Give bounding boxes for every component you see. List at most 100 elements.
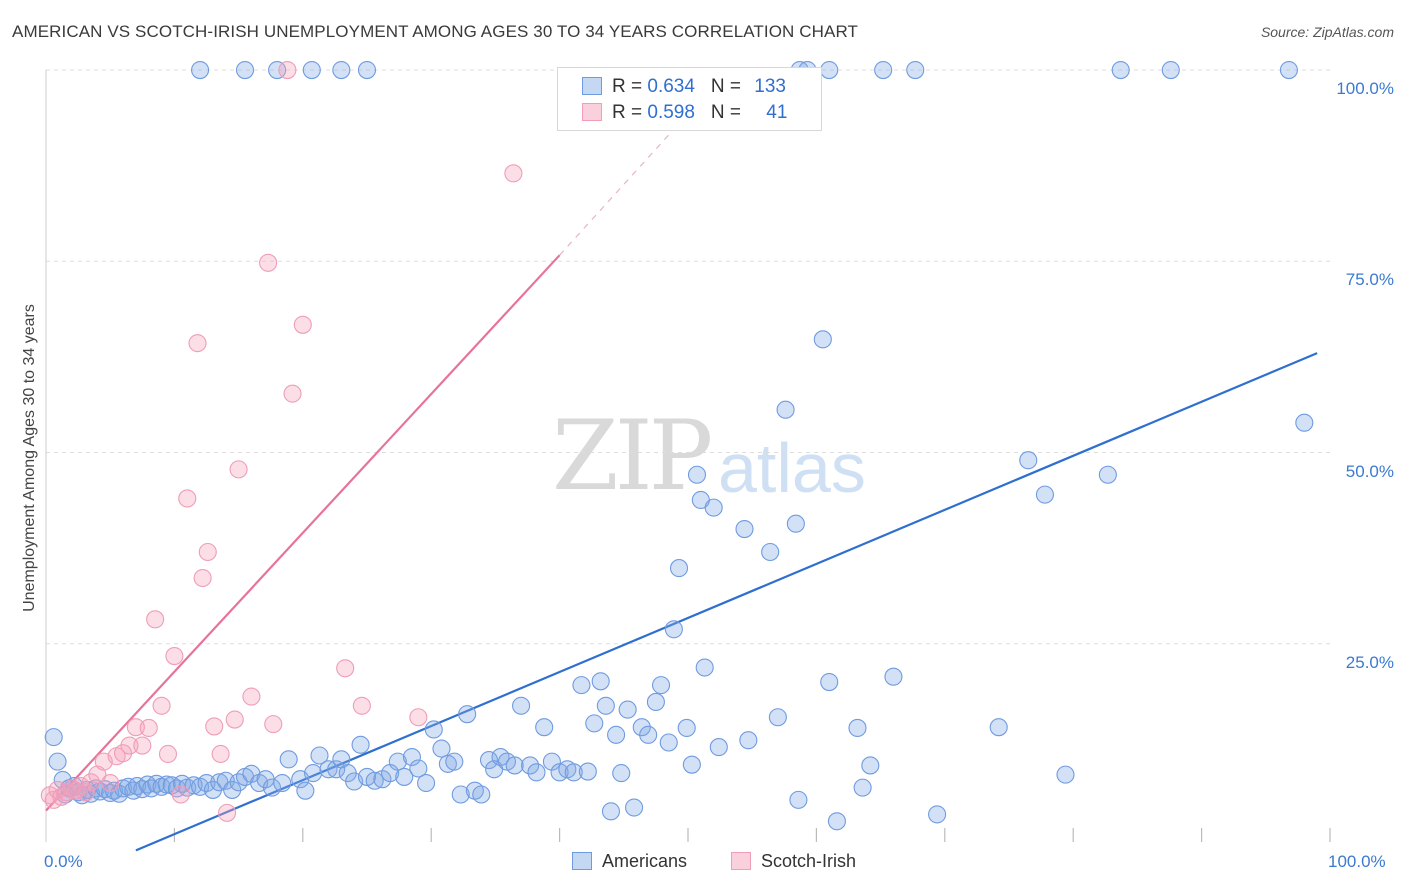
americans-point	[310, 746, 329, 765]
americans-point	[409, 759, 428, 778]
legend-item-scotch[interactable]: Scotch-Irish	[731, 851, 856, 872]
scotch-point	[225, 710, 244, 729]
americans-point	[296, 781, 315, 800]
watermark-zip: ZIP	[552, 400, 713, 512]
scotch-point	[146, 610, 165, 629]
americans-point	[304, 764, 323, 783]
americans-point	[639, 725, 658, 744]
scotch-point	[278, 61, 297, 80]
americans-point	[585, 714, 604, 733]
americans-point	[527, 763, 546, 782]
americans-point	[625, 798, 644, 817]
americans-point	[572, 676, 591, 695]
legend-item-americans[interactable]: Americans	[572, 851, 687, 872]
trendline-layer	[45, 84, 1318, 852]
americans-point	[273, 773, 292, 793]
americans-legend-swatch	[572, 852, 592, 870]
americans-point	[695, 658, 714, 677]
y-tick-label: 75.0%	[1345, 270, 1394, 290]
scotch-point	[158, 744, 178, 764]
americans-trendline	[135, 352, 1318, 852]
americans-point	[607, 725, 626, 744]
americans-n-value: 133	[754, 76, 786, 97]
scotch-point	[205, 717, 224, 736]
scotch-point	[133, 736, 152, 755]
americans-point	[279, 750, 298, 769]
americans-point	[612, 764, 631, 783]
americans-point	[235, 61, 255, 80]
americans-point	[928, 805, 947, 824]
scotch-point	[171, 785, 190, 804]
scotch-point	[126, 718, 145, 737]
americans-point	[445, 752, 464, 771]
y-tick-label: 100.0%	[1336, 79, 1394, 99]
scotch-point	[242, 687, 261, 706]
americans-point	[432, 739, 451, 758]
americans-legend-label: Americans	[602, 851, 688, 871]
americans-point	[157, 775, 176, 794]
americans-point	[1161, 61, 1180, 80]
scotch-trendline	[45, 254, 561, 812]
americans-point	[512, 696, 531, 715]
points-layer	[40, 61, 1314, 831]
scotch-r-value: 0.598	[647, 102, 695, 123]
americans-point	[1111, 61, 1130, 80]
americans-point	[651, 676, 671, 695]
scotch-legend-label: Scotch-Irish	[761, 851, 857, 871]
americans-point	[989, 718, 1008, 737]
legend-row-scotch: R = 0.598 N = 41	[582, 102, 787, 126]
y-tick-label: 50.0%	[1345, 461, 1394, 481]
scotch-point	[352, 696, 371, 715]
americans-point	[1098, 465, 1117, 484]
y-tick-label: 25.0%	[1345, 652, 1394, 672]
scotch-point	[293, 315, 312, 334]
americans-point	[659, 733, 678, 752]
scotch-r-label: R =	[612, 102, 648, 123]
americans-point	[351, 735, 370, 754]
scotch-point	[217, 803, 237, 822]
americans-point	[332, 61, 351, 80]
americans-point	[618, 700, 637, 719]
americans-point	[853, 778, 872, 797]
scotch-point	[81, 773, 100, 792]
americans-point	[223, 780, 242, 799]
americans-point	[827, 812, 846, 831]
americans-point	[521, 756, 540, 775]
americans-point	[327, 760, 346, 779]
americans-point	[491, 747, 510, 767]
americans-point	[479, 751, 499, 770]
americans-point	[735, 520, 754, 539]
scotch-swatch	[582, 103, 602, 121]
scotch-point	[139, 718, 158, 738]
chart-title: AMERICAN VS SCOTCH-IRISH UNEMPLOYMENT AM…	[12, 22, 859, 41]
americans-point	[357, 61, 377, 80]
americans-r-value: 0.634	[647, 76, 695, 97]
americans-point	[1056, 765, 1075, 784]
americans-point	[578, 762, 597, 781]
americans-point	[564, 763, 583, 782]
scotch-point	[264, 715, 283, 734]
scotch-point	[101, 773, 120, 793]
americans-point	[395, 767, 414, 786]
americans-swatch	[582, 77, 602, 95]
americans-point	[1019, 451, 1038, 470]
scotch-point	[283, 384, 302, 403]
scotch-point	[409, 708, 428, 727]
americans-point	[906, 61, 925, 80]
americans-point	[677, 718, 696, 738]
americans-point	[789, 790, 808, 809]
americans-point	[302, 61, 321, 80]
americans-point	[458, 705, 477, 724]
americans-point	[669, 559, 689, 578]
scotch-point	[120, 736, 139, 755]
scotch-point	[113, 744, 133, 763]
americans-point	[424, 720, 443, 739]
americans-point	[402, 747, 421, 767]
americans-point	[664, 620, 683, 639]
americans-point	[687, 465, 707, 484]
scotch-point	[259, 253, 278, 272]
correlation-legend: R = 0.634 N = 133 R = 0.598 N = 41	[557, 67, 822, 131]
americans-point	[451, 785, 470, 804]
scotch-trendline-extension	[559, 84, 715, 256]
